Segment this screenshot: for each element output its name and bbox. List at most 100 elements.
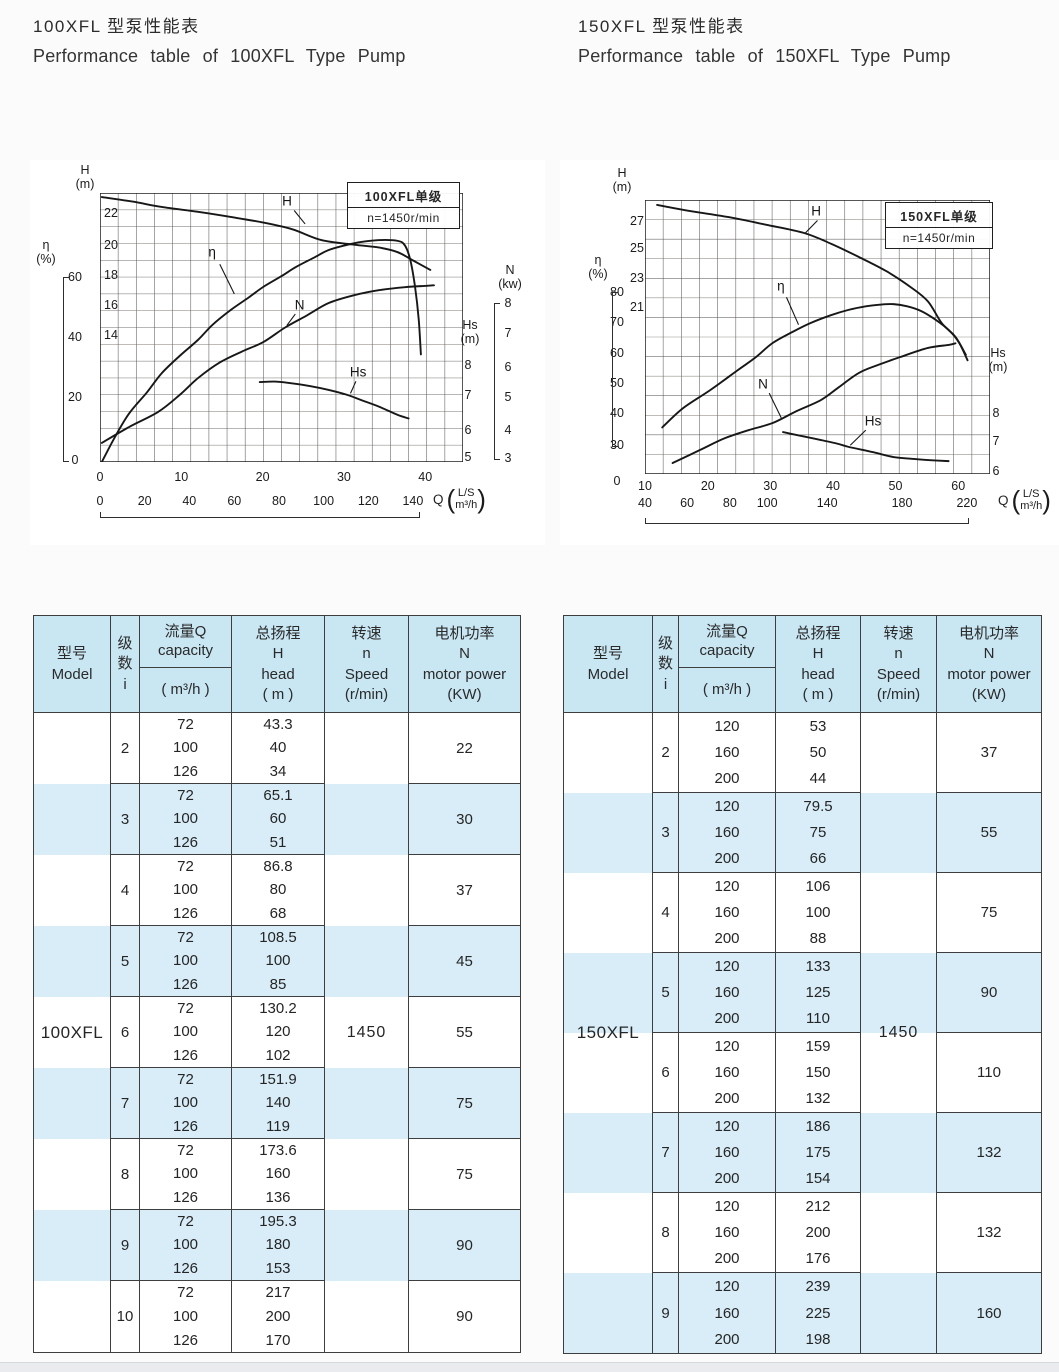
curve-Hs: [783, 432, 949, 461]
cell-power: 37: [937, 713, 1041, 793]
header-speed: 转速 n Speed (r/min): [325, 616, 409, 713]
curve-label-N: N: [758, 376, 768, 392]
head-value: 79.5: [803, 797, 833, 815]
capacity-value: 126: [172, 1331, 199, 1349]
axis-title-line: η: [42, 238, 50, 252]
cell-stages: 10: [111, 1281, 140, 1352]
cell-capacity: 120 160 200: [679, 793, 776, 873]
cell-head: 108.5 100 85: [232, 926, 325, 997]
head-value: 140: [265, 1094, 291, 1112]
cell-head: 195.3 180 153: [232, 1210, 325, 1281]
curve-N: [673, 343, 956, 463]
curve-H: [102, 197, 431, 270]
header-line: 型号: [592, 645, 623, 662]
cell-stages: 4: [653, 873, 679, 953]
header-line: 转速: [351, 624, 382, 642]
head-value: 195.3: [259, 1213, 297, 1231]
axis-tick: 23: [630, 271, 644, 286]
cell-stages: 6: [653, 1033, 679, 1113]
capacity-value: 100: [172, 1094, 199, 1112]
head-value: 200: [805, 1223, 831, 1241]
head-value: 186: [805, 1117, 831, 1135]
axis-tick: 27: [630, 214, 644, 229]
cell-stages: 2: [653, 713, 679, 793]
capacity-value: 120: [714, 877, 740, 895]
head-value: 176: [805, 1250, 831, 1268]
cell-model: 150XFL: [564, 713, 653, 1353]
axis-tick: 40: [610, 405, 624, 420]
axis-title-line: (kw): [498, 277, 522, 291]
head-value: 44: [809, 770, 827, 788]
capacity-value: 200: [714, 1331, 740, 1349]
axis-tick: 7: [464, 388, 472, 403]
x-axis-ruler: [100, 512, 420, 518]
capacity-value: 72: [177, 1000, 194, 1018]
axis-tick: 30: [610, 437, 624, 452]
capacity-value: 160: [714, 1304, 740, 1322]
axis-tick: 21: [630, 300, 644, 315]
capacity-value: 100: [172, 739, 199, 757]
capacity-value: 72: [177, 716, 194, 734]
head-value: 160: [265, 1165, 291, 1183]
head-value: 66: [809, 850, 827, 868]
axis-title-line: Hs: [462, 318, 478, 332]
cell-head: 151.9 140 119: [232, 1068, 325, 1139]
header-line: 数: [657, 655, 673, 673]
head-value: 125: [805, 983, 831, 1001]
axis-tick: 25: [630, 240, 644, 255]
head-value: 53: [809, 717, 827, 735]
q-units: L/S m³/h: [455, 487, 477, 512]
chart-model-label: 100XFL单级: [348, 183, 459, 208]
curve-label-H: H: [811, 203, 821, 219]
head-value: 153: [265, 1259, 291, 1277]
axis-tick: 0: [613, 473, 621, 488]
axis-title-line: (%): [36, 252, 56, 266]
capacity-value: 160: [714, 743, 740, 761]
head-value: 119: [266, 1117, 290, 1135]
x-axis-tick: 180: [891, 496, 913, 510]
header-capacity-top: 流量Q capacity: [679, 616, 775, 668]
curve-eta: [102, 240, 421, 462]
row-stripe: [34, 1068, 520, 1139]
capacity-value: 200: [714, 1170, 740, 1188]
header-capacity: 流量Q capacity ( m³/h ): [140, 616, 232, 713]
x-axis-tick: 100: [756, 496, 778, 510]
axis-tick: 40: [68, 329, 82, 344]
axis-tick: 8: [464, 357, 472, 372]
header-line: capacity: [157, 642, 214, 660]
axis-tick: 5: [504, 389, 512, 404]
row-stripe: [34, 1210, 520, 1281]
axis-tick: 8: [992, 405, 1000, 420]
capacity-value: 160: [714, 823, 740, 841]
cell-head: 65.1 60 51: [232, 784, 325, 855]
head-value: 200: [265, 1308, 291, 1325]
header-line: 总扬程: [255, 624, 301, 642]
cell-stages: 6: [111, 997, 140, 1068]
q-units: L/S m³/h: [1020, 488, 1042, 513]
capacity-value: 126: [172, 1188, 199, 1206]
header-line: 电机功率: [434, 624, 495, 642]
capacity-value: 100: [172, 1023, 199, 1041]
head-value: 217: [265, 1284, 291, 1302]
cell-stages: 5: [653, 953, 679, 1033]
cell-power: 132: [937, 1113, 1041, 1193]
chart-title-box: 100XFL单级 n=1450r/min: [347, 182, 460, 229]
header-line: head: [261, 665, 295, 683]
cell-head: 53 50 44: [776, 713, 861, 793]
q-paren-close: ): [477, 484, 486, 514]
x-axis-tick: 0: [96, 494, 104, 508]
head-value: 60: [269, 810, 287, 828]
cell-capacity: 72 100 126: [140, 784, 232, 855]
header-line: n: [894, 645, 903, 662]
header-capacity-unit: ( m³/h ): [161, 681, 210, 699]
cell-power: 132: [937, 1193, 1041, 1273]
header-capacity-unit: ( m³/h ): [702, 681, 752, 699]
axis-tick: 18: [104, 268, 118, 283]
capacity-value: 100: [172, 881, 199, 899]
x-axis-tick: 20: [700, 479, 715, 493]
